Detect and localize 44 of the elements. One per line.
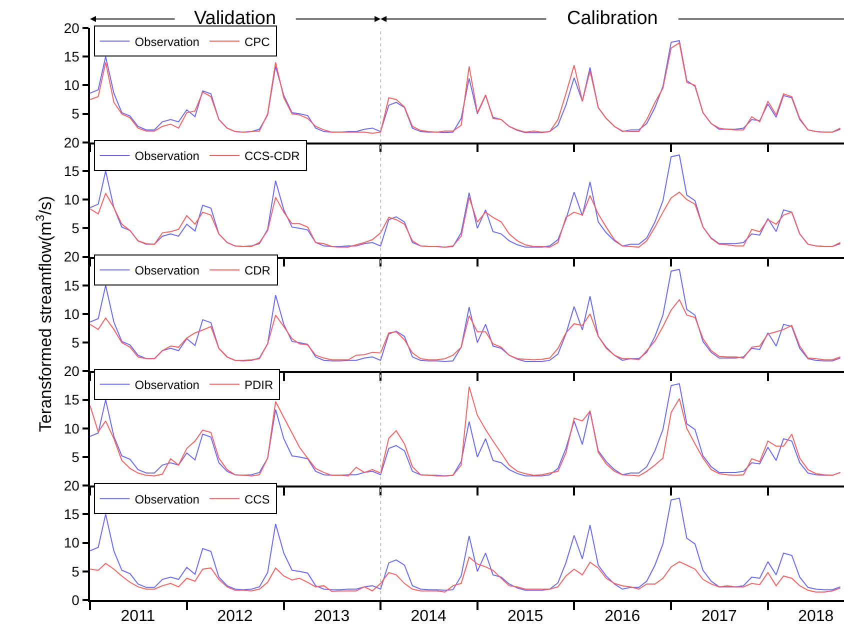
y-tick-label: 10	[64, 77, 80, 94]
y-tick-label: 10	[64, 306, 80, 322]
y-tick-label: 10	[64, 534, 80, 551]
line-series	[90, 556, 841, 592]
line-series	[90, 192, 841, 248]
y-tick-label: 10	[64, 420, 80, 436]
x-tick-label: 2018	[798, 608, 834, 625]
y-tick-label: 10	[64, 192, 80, 208]
y-tick-label: 20	[64, 20, 80, 36]
legend-label: Observation	[134, 264, 200, 278]
legend-label: CPC	[244, 34, 270, 49]
y-tick-label: 5	[72, 220, 80, 236]
y-tick-label: 20	[64, 248, 80, 265]
x-tick-label: 2012	[217, 608, 253, 625]
y-tick-label: 15	[64, 162, 80, 179]
annotation: Validation	[194, 8, 276, 29]
y-tick-label: 20	[64, 134, 80, 150]
y-tick-label: 15	[64, 277, 80, 294]
x-tick-label: 2015	[508, 608, 544, 625]
legend-label: Observation	[134, 149, 200, 164]
legend-label: CCS-CDR	[244, 149, 300, 164]
x-tick-label: 2016	[604, 608, 640, 625]
x-tick-label: 2017	[701, 608, 738, 625]
x-tick-label: 2014	[410, 608, 446, 625]
legend-label: CCS	[244, 492, 270, 506]
legend-label: Observation	[134, 34, 200, 49]
y-tick-label: 15	[64, 48, 80, 64]
y-tick-label: 5	[72, 106, 80, 122]
legend-label: CDR	[244, 264, 271, 278]
x-tick-label: 2013	[314, 608, 350, 625]
y-tick-label: 0	[72, 592, 80, 608]
y-tick-label: 5	[72, 563, 80, 580]
legend-label: Observation	[134, 492, 200, 506]
y-tick-label: 20	[64, 478, 80, 494]
y-tick-label: 15	[64, 506, 80, 522]
x-tick-label: 2011	[120, 608, 156, 625]
y-tick-label: 5	[72, 448, 80, 465]
legend-label: Observation	[134, 378, 200, 392]
legend-label: PDIR	[244, 378, 274, 392]
line-series	[90, 299, 841, 361]
annotation: Calibration	[567, 8, 658, 29]
y-tick-label: 5	[72, 334, 80, 350]
y-tick-label: 15	[64, 392, 80, 408]
y-tick-label: 20	[64, 363, 80, 380]
